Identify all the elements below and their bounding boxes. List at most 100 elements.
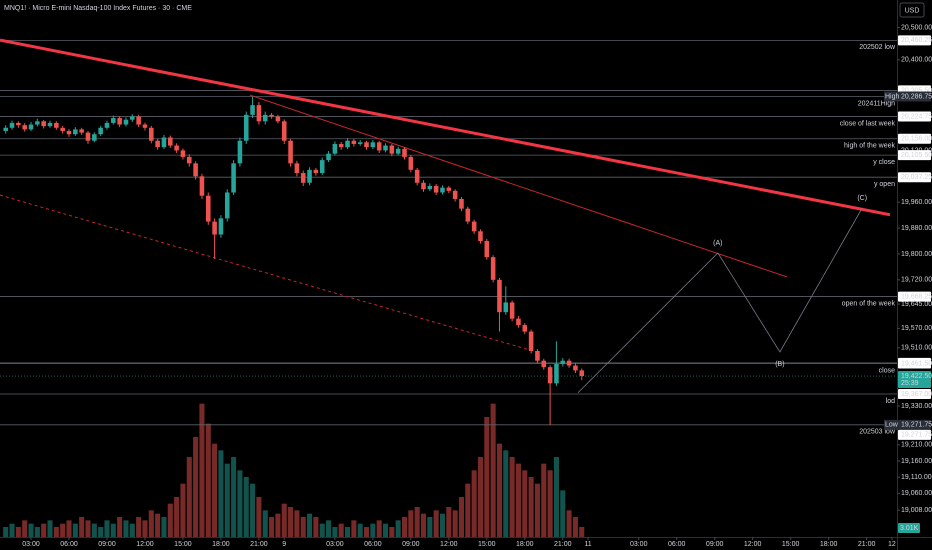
candle-body [421, 182, 426, 190]
volume-bar [281, 503, 287, 537]
level-tag-box [884, 91, 898, 102]
candle-body [351, 140, 357, 144]
volume-bar [269, 517, 275, 537]
volume-bar [256, 497, 262, 537]
candle-body [370, 142, 376, 148]
volume-bar [155, 513, 161, 537]
volume-bar [547, 470, 553, 537]
volume-bar [326, 520, 332, 537]
y-tick-label: 19,960.00 [901, 199, 932, 206]
volume-bar [199, 403, 205, 537]
candle-body [516, 318, 521, 326]
countdown-label: 25:39 [901, 380, 919, 387]
symbol-title: MNQ1! · Micro E-mini Nasdaq-100 Index Fu… [4, 5, 192, 12]
candle-body [497, 279, 502, 313]
candle-body [427, 186, 433, 190]
level-name: y close [873, 159, 895, 166]
x-tick-label: 18:00 [212, 541, 230, 548]
y-tick-label: 19,880.00 [901, 225, 932, 232]
level-box [898, 35, 931, 46]
candle-body [35, 121, 40, 125]
x-tick-label: 15:00 [174, 541, 192, 548]
volume-bar [53, 527, 59, 537]
level-box [898, 291, 931, 302]
volume-bar [446, 507, 452, 537]
volume-bar [452, 510, 458, 537]
volume-bar [212, 443, 218, 537]
candle-body [566, 360, 572, 366]
volume-bar [307, 513, 313, 537]
y-tick-label: 19,110.00 [901, 474, 932, 481]
candle-body [554, 363, 559, 384]
level-label: 19,668.25 [901, 293, 932, 300]
candle-body [111, 118, 116, 123]
volume-bar [553, 457, 559, 537]
volume-bar [484, 417, 490, 537]
volume-bar [471, 470, 477, 537]
candle-body [294, 163, 300, 174]
candle-body [168, 137, 173, 146]
volume-bar [142, 520, 148, 537]
level-tag: High [885, 93, 900, 100]
x-tick-label: 12 [888, 541, 896, 548]
candle-body [433, 186, 439, 193]
level-box [898, 111, 931, 122]
volume-bar [579, 526, 585, 537]
x-tick-label: 11 [584, 541, 591, 548]
y-tick-label: 19,720.00 [901, 277, 932, 284]
candle-body [357, 142, 363, 144]
volume-bar [275, 513, 281, 537]
candle-body [161, 137, 167, 148]
y-tick-label: 19,330.00 [901, 403, 932, 410]
x-tick-label: 21:00 [858, 541, 876, 548]
level-label: 19,367.00 [901, 391, 932, 398]
candle-body [224, 192, 230, 219]
candle-body [326, 153, 331, 161]
y-tick-label: 19,160.00 [901, 458, 932, 465]
level-label: 20,105.50 [901, 152, 932, 159]
volume-bar [15, 527, 21, 537]
volume-bar [534, 483, 540, 537]
candle-body [231, 163, 236, 193]
level-name: open of the week [842, 300, 896, 307]
candle-body [459, 198, 464, 209]
candle-body [262, 114, 268, 122]
y-tick-label: 19,510.00 [901, 345, 932, 352]
level-name: lod [886, 398, 895, 405]
volume-bar [34, 527, 40, 537]
level-name: 202503 low [859, 429, 896, 436]
candle-body [338, 143, 344, 148]
x-tick-label: 06:00 [668, 541, 686, 548]
candle-body [383, 145, 388, 151]
wave-label: (C) [857, 195, 867, 202]
volume-bar [129, 523, 135, 537]
volume-bar [370, 523, 376, 537]
trendline [0, 38, 891, 217]
x-tick-label: 21:00 [554, 541, 572, 548]
volume-bar [110, 523, 116, 537]
currency-button[interactable] [899, 2, 925, 18]
candle-body [332, 143, 338, 154]
candle-body [256, 105, 262, 122]
y-tick-label: 19,570.00 [901, 325, 932, 332]
candle-body [376, 142, 382, 151]
volume-bar [66, 520, 72, 537]
level-name: close of last week [840, 120, 896, 127]
candle-body [484, 241, 490, 258]
volume-bar [420, 513, 427, 537]
candle-body [300, 173, 306, 183]
candle-body [440, 187, 445, 193]
y-tick-label: 19,800.00 [901, 251, 932, 258]
candle-body [471, 221, 477, 232]
x-tick-label: 03:00 [630, 541, 648, 548]
currency-label[interactable]: USD [905, 7, 920, 14]
x-tick-label: 9 [282, 541, 286, 548]
plot: 202502 low 202411High close of last week hi… [0, 38, 897, 537]
volume-bar [477, 457, 483, 537]
level-label: 19,461.50 [901, 360, 932, 367]
level-box [898, 91, 931, 102]
candle-body [389, 145, 395, 154]
candle-body [73, 129, 78, 135]
